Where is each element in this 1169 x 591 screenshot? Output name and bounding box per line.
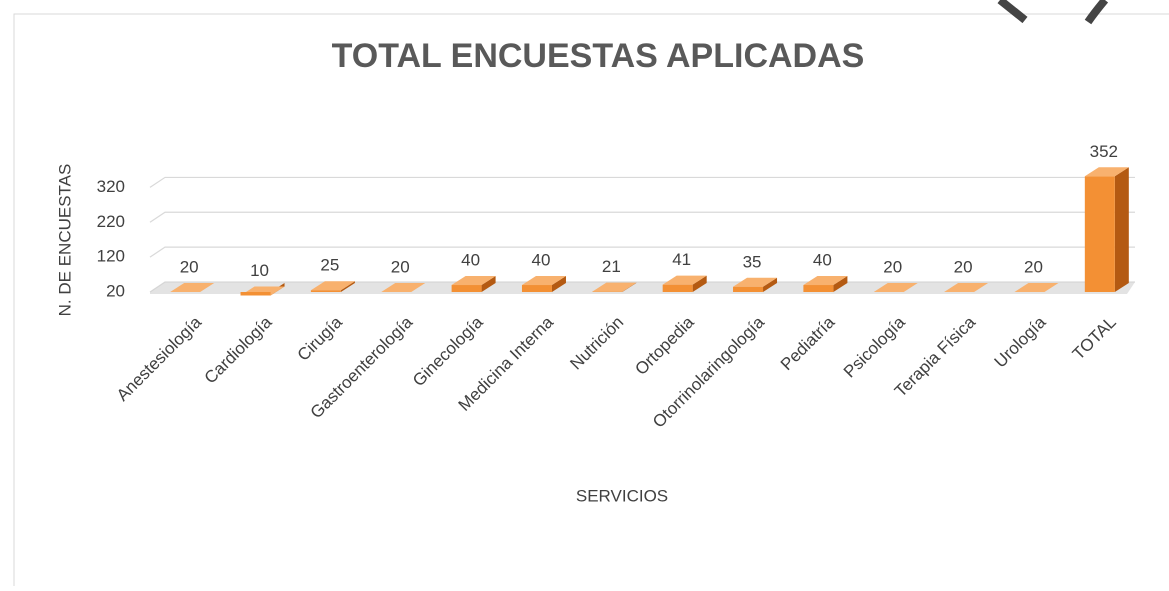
value-label: 20 [883, 257, 902, 276]
x-axis-label: SERVICIOS [576, 486, 668, 505]
y-tick-label: 220 [97, 212, 125, 231]
bar [663, 285, 693, 292]
bar [522, 285, 552, 292]
value-label: 10 [250, 261, 269, 280]
value-label: 20 [391, 257, 410, 276]
bar [733, 287, 763, 292]
y-tick-label: 120 [97, 247, 125, 266]
value-label: 20 [954, 257, 973, 276]
value-label: 40 [532, 251, 551, 270]
bar [1085, 176, 1115, 292]
floor [150, 282, 1135, 294]
value-label: 352 [1090, 142, 1118, 161]
value-label: 40 [461, 251, 480, 270]
value-label: 21 [602, 257, 621, 276]
y-tick-label: 20 [106, 281, 125, 300]
bar-side [1115, 167, 1129, 292]
bar [803, 285, 833, 292]
bar [452, 285, 482, 292]
value-label: 20 [180, 257, 199, 276]
value-label: 41 [672, 250, 691, 269]
chart-title: TOTAL ENCUESTAS APLICADAS [332, 37, 865, 75]
value-label: 40 [813, 251, 832, 270]
value-label: 20 [1024, 257, 1043, 276]
bar [241, 292, 271, 295]
bar [311, 290, 341, 292]
value-label: 35 [743, 252, 762, 271]
value-label: 25 [320, 256, 339, 275]
y-tick-label: 320 [97, 177, 125, 196]
y-axis-label: N. DE ENCUESTAS [55, 164, 74, 317]
